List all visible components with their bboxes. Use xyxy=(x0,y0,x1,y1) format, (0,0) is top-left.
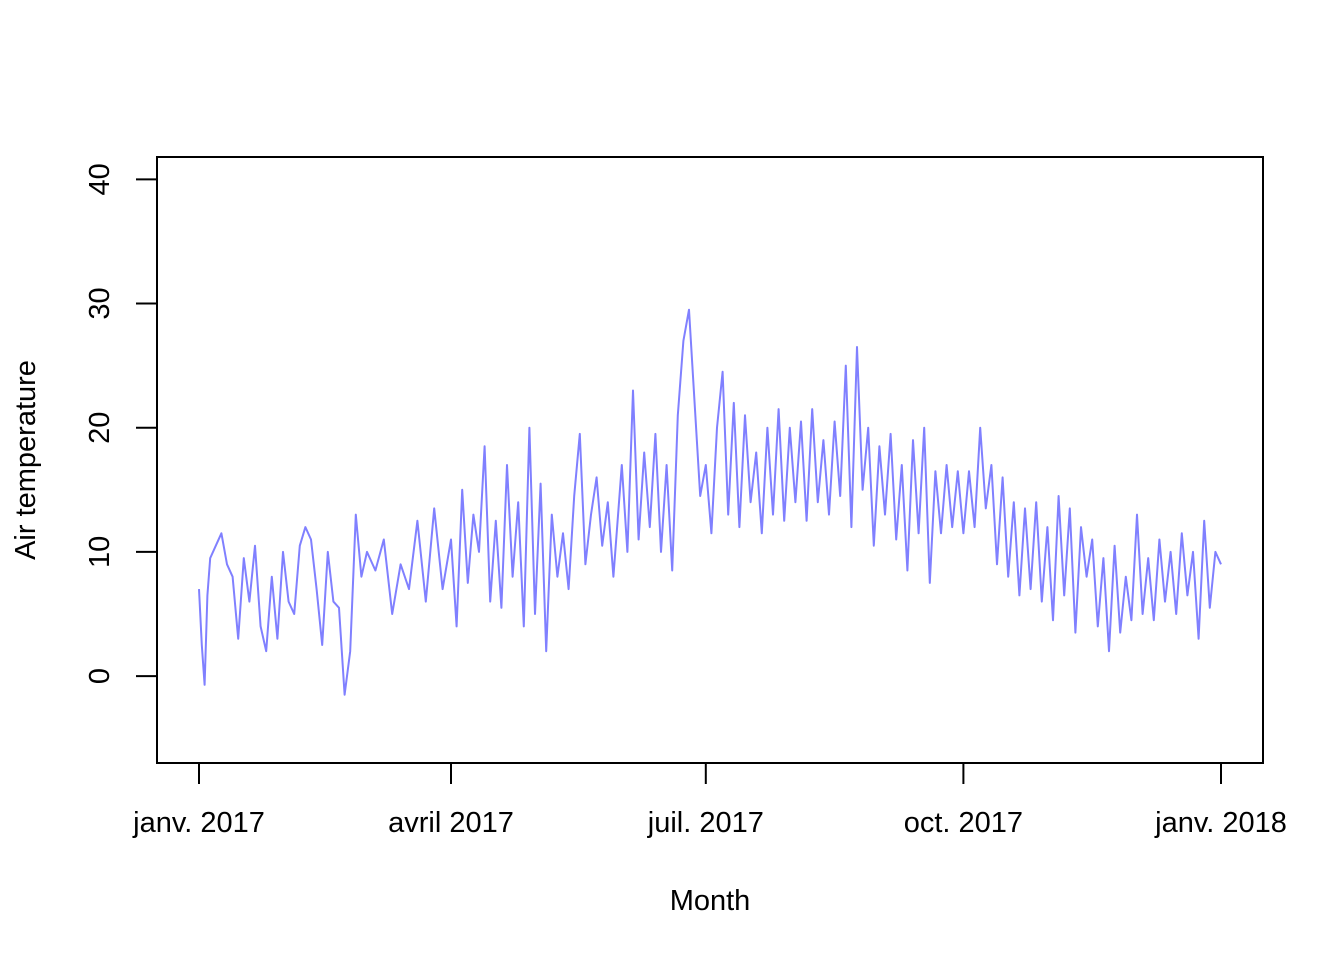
x-tick-label: juil. 2017 xyxy=(647,807,764,839)
y-tick-label: 10 xyxy=(84,536,116,568)
x-tick-label: janv. 2018 xyxy=(1154,807,1287,839)
y-axis-title: Air temperature xyxy=(10,360,42,560)
y-tick-label: 20 xyxy=(84,412,116,444)
y-tick-label: 30 xyxy=(84,287,116,319)
x-tick-label: oct. 2017 xyxy=(904,807,1023,839)
x-axis: janv. 2017 avril 2017 juil. 2017 oct. 2017 j… xyxy=(132,762,1287,839)
series-layer xyxy=(198,308,1222,696)
x-tick-label: avril 2017 xyxy=(388,807,514,839)
y-tick-label: 40 xyxy=(84,163,116,195)
y-axis: 0 10 20 30 40 xyxy=(84,163,158,684)
x-tick-label: janv. 2017 xyxy=(132,807,265,839)
y-tick-label: 0 xyxy=(84,668,116,684)
temperature-series-line xyxy=(198,308,1222,696)
x-axis-title: Month xyxy=(670,885,751,917)
plot-frame xyxy=(156,156,1264,764)
